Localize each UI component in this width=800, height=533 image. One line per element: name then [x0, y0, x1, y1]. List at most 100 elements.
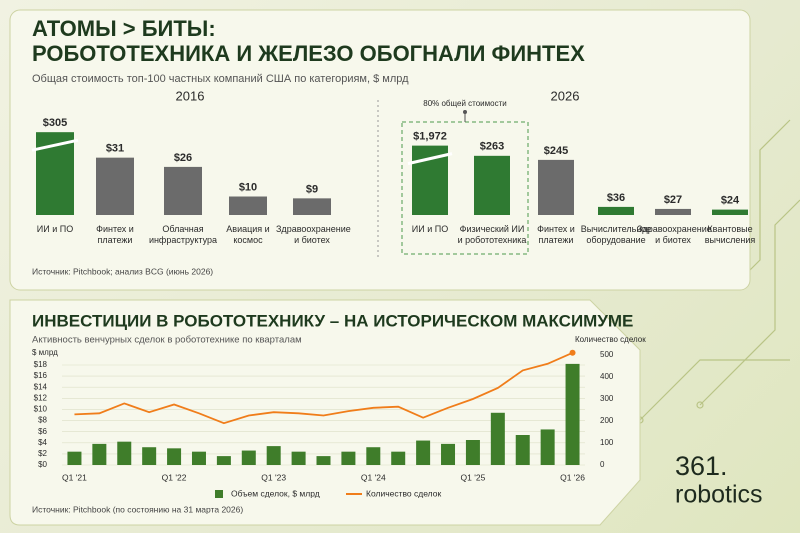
- x-tick-label: Q1 '23: [261, 472, 286, 482]
- value-label: $1,972: [413, 131, 447, 143]
- y2-tick-label: 200: [600, 416, 614, 425]
- bar: [391, 451, 406, 465]
- bar: [565, 363, 580, 465]
- y2-tick-label: 400: [600, 372, 614, 381]
- top-panel: [9, 9, 751, 291]
- y-tick-label: $2: [38, 449, 47, 458]
- y-tick-label: $14: [34, 382, 48, 391]
- bar: [540, 429, 555, 465]
- bar: [515, 435, 530, 465]
- bar: [465, 440, 480, 465]
- value-label: $263: [480, 141, 504, 153]
- line: [74, 351, 573, 425]
- bar: [266, 446, 281, 465]
- x-tick-label: Q1 '26: [560, 472, 585, 482]
- bar: [241, 450, 256, 465]
- annotation-dot: [463, 110, 467, 114]
- value-label: $36: [607, 192, 625, 204]
- bar: [291, 451, 306, 465]
- bar: [316, 456, 331, 465]
- x-tick-label: Q1 '24: [361, 472, 386, 482]
- bar: [366, 447, 381, 465]
- bar: [164, 166, 202, 215]
- title-line: АТОМЫ > БИТЫ:: [32, 16, 216, 41]
- bar: [490, 412, 505, 465]
- category-label: Облачная инфраструктура: [148, 224, 218, 245]
- y-tick-label: $8: [38, 416, 47, 425]
- bar: [474, 155, 510, 215]
- axis-break: [407, 152, 453, 166]
- y-tick-label: $12: [34, 393, 48, 402]
- category-label: Физический ИИ и робототехника: [457, 224, 527, 245]
- source: Источник: Pitchbook; анализ BCG (июнь 20…: [32, 266, 213, 276]
- logo: 361.: [675, 451, 728, 481]
- legend-label: Количество сделок: [366, 488, 441, 498]
- category-label: Вычислительное оборудование: [580, 224, 652, 245]
- y2-tick-label: 500: [600, 350, 614, 359]
- subtitle: Общая стоимость топ-100 частных компаний…: [32, 73, 409, 85]
- bar: [191, 451, 206, 465]
- y2-tick-label: 100: [600, 438, 614, 447]
- bottom-panel: [9, 299, 641, 526]
- y-tick-label: $16: [34, 371, 48, 380]
- chart-title: ИНВЕСТИЦИИ В РОБОТОТЕХНИКУ – НА ИСТОРИЧЕ…: [32, 311, 633, 330]
- y-tick-label: $4: [38, 438, 47, 447]
- x-tick-label: Q1 '25: [461, 472, 486, 482]
- y-tick-label: $10: [34, 405, 48, 414]
- y-axis-label: $ млрд: [32, 348, 58, 357]
- bar: [92, 443, 107, 465]
- annotation: 80% общей стоимости: [423, 99, 506, 108]
- category-label: Финтех и платежи: [96, 224, 134, 245]
- category-label: Квантовые вычисления: [704, 224, 756, 245]
- value-label: $26: [174, 152, 192, 164]
- x-tick-label: Q1 '22: [162, 472, 187, 482]
- bar: [416, 440, 431, 465]
- chart-subtitle: Активность венчурных сделок в робототехн…: [32, 335, 302, 346]
- category-label: ИИ и ПО: [411, 224, 449, 234]
- y2-tick-label: 300: [600, 394, 614, 403]
- value-label: $31: [106, 143, 124, 155]
- value-label: $245: [544, 145, 568, 157]
- y-tick-label: $6: [38, 427, 47, 436]
- bar: [117, 441, 132, 465]
- bar: [142, 447, 157, 465]
- end-point: [569, 349, 576, 356]
- y-tick-label: $18: [34, 360, 48, 369]
- title-line: РОБОТОТЕХНИКА И ЖЕЛЕЗО ОБОГНАЛИ ФИНТЕХ: [32, 41, 585, 66]
- bar: [655, 208, 691, 215]
- value-label: $305: [43, 117, 67, 129]
- value-label: $9: [306, 183, 318, 195]
- y2-axis-label: Количество сделок: [575, 335, 646, 344]
- y-tick-label: $0: [38, 460, 47, 469]
- legend-swatch: [215, 490, 223, 498]
- y2-tick-label: 0: [600, 460, 605, 469]
- chart-year: 2026: [551, 88, 580, 103]
- category-label: Здравоохранение и биотех: [276, 224, 351, 245]
- bar: [341, 451, 356, 465]
- bar: [96, 157, 134, 215]
- category-label: Здравоохранение и биотех: [637, 224, 712, 245]
- x-tick-label: Q1 '21: [62, 472, 87, 482]
- chart-year: 2016: [176, 88, 205, 103]
- source: Источник: Pitchbook (по состоянию на 31 …: [32, 504, 243, 514]
- bar: [229, 196, 267, 215]
- bar: [293, 198, 331, 215]
- logo: robotics: [675, 481, 763, 509]
- category-label: ИИ и ПО: [36, 224, 74, 234]
- legend-label: Объем сделок, $ млрд: [231, 488, 320, 498]
- category-label: Финтех и платежи: [537, 224, 575, 245]
- bar: [441, 443, 456, 465]
- value-label: $10: [239, 181, 257, 193]
- value-label: $27: [664, 194, 682, 206]
- bar: [216, 456, 231, 465]
- bar: [712, 209, 748, 215]
- bar: [167, 448, 182, 465]
- category-label: Авиация и космос: [226, 224, 270, 245]
- bar: [538, 159, 574, 215]
- bar: [67, 451, 82, 465]
- bar: [598, 206, 634, 215]
- value-label: $24: [721, 195, 740, 207]
- axis-break: [31, 138, 79, 152]
